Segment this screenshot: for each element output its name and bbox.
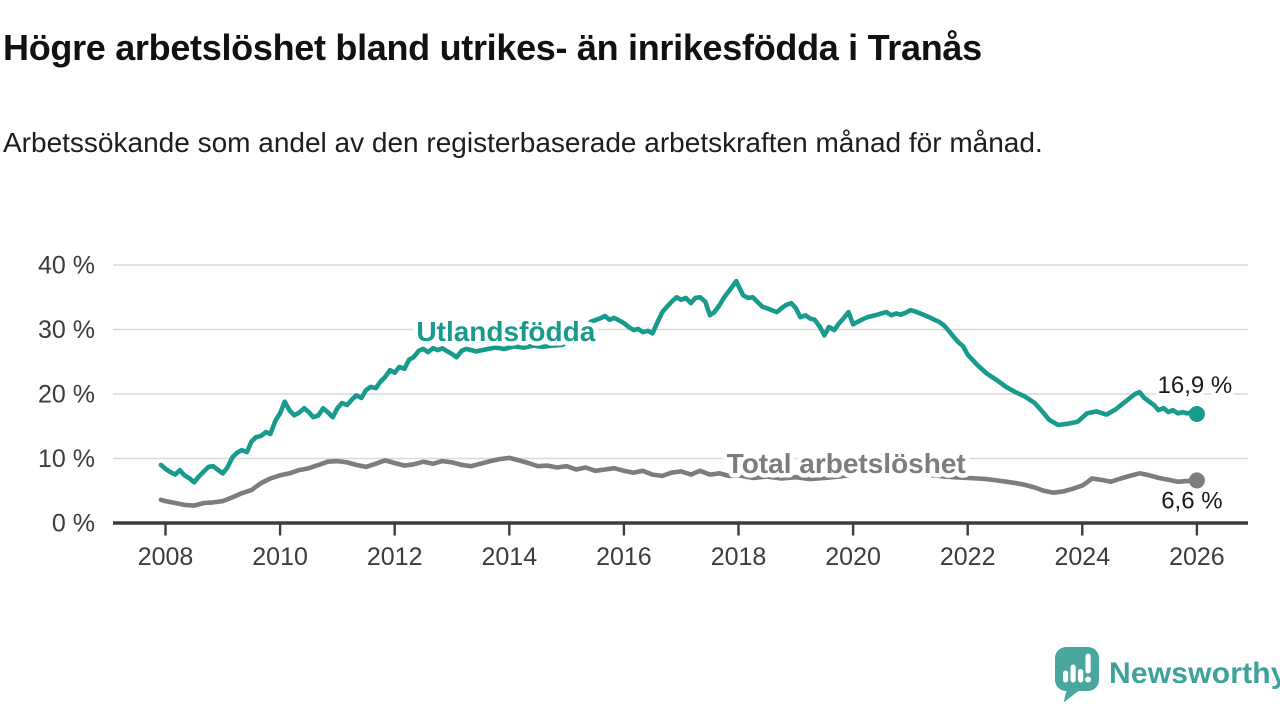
logo-bubble [1055, 647, 1099, 703]
logo-bar-1 [1063, 670, 1069, 683]
logo-bar-2 [1070, 664, 1076, 683]
y-tick-label-20: 20 % [38, 381, 95, 409]
x-tick-label-2016: 2016 [596, 543, 652, 571]
x-tick-label-2024: 2024 [1054, 543, 1110, 571]
series-line-total [158, 455, 1200, 508]
chart-subtitle: Arbetssökande som andel av den registerb… [3, 127, 1043, 158]
x-tick-label-2026: 2026 [1169, 543, 1225, 571]
logo-bar-3 [1078, 669, 1084, 683]
y-tick-label-10: 10 % [38, 445, 95, 473]
x-tick-label-2018: 2018 [711, 543, 767, 571]
x-tick-label-2014: 2014 [481, 543, 537, 571]
y-tick-label-0: 0 % [52, 510, 95, 538]
x-tick-label-2008: 2008 [138, 543, 194, 571]
chart-title: Högre arbetslöshet bland utrikes- än inr… [3, 27, 982, 68]
end-value-label-total: 6,6 % [1161, 487, 1222, 514]
series-label-utlandsfodda: Utlandsfödda [416, 316, 595, 347]
y-tick-label-30: 30 % [38, 316, 95, 344]
x-tick-label-2010: 2010 [252, 543, 308, 571]
newsworthy-logo-icon [1055, 647, 1099, 703]
line-chart: 2008 2010 2012 2014 2016 2018 2020 2022 2024 2026… [38, 252, 1248, 571]
series-line-utlandsfodda [158, 278, 1200, 485]
x-tick-label-2020: 2020 [825, 543, 881, 571]
end-dot-utlandsfodda [1188, 405, 1205, 422]
y-tick-label-40: 40 % [38, 252, 95, 280]
logo-exclamation-dot [1085, 676, 1092, 683]
brand-name: Newsworthy [1109, 657, 1280, 690]
end-value-label-utlandsfodda: 16,9 % [1158, 372, 1233, 399]
x-tick-label-2012: 2012 [367, 543, 423, 571]
x-tick-label-2022: 2022 [940, 543, 996, 571]
end-dot-total [1188, 472, 1205, 489]
brand-footer: Newsworthy [1054, 646, 1280, 703]
logo-exclamation-bar [1085, 653, 1091, 674]
series-label-total: Total arbetslöshet [727, 448, 966, 479]
